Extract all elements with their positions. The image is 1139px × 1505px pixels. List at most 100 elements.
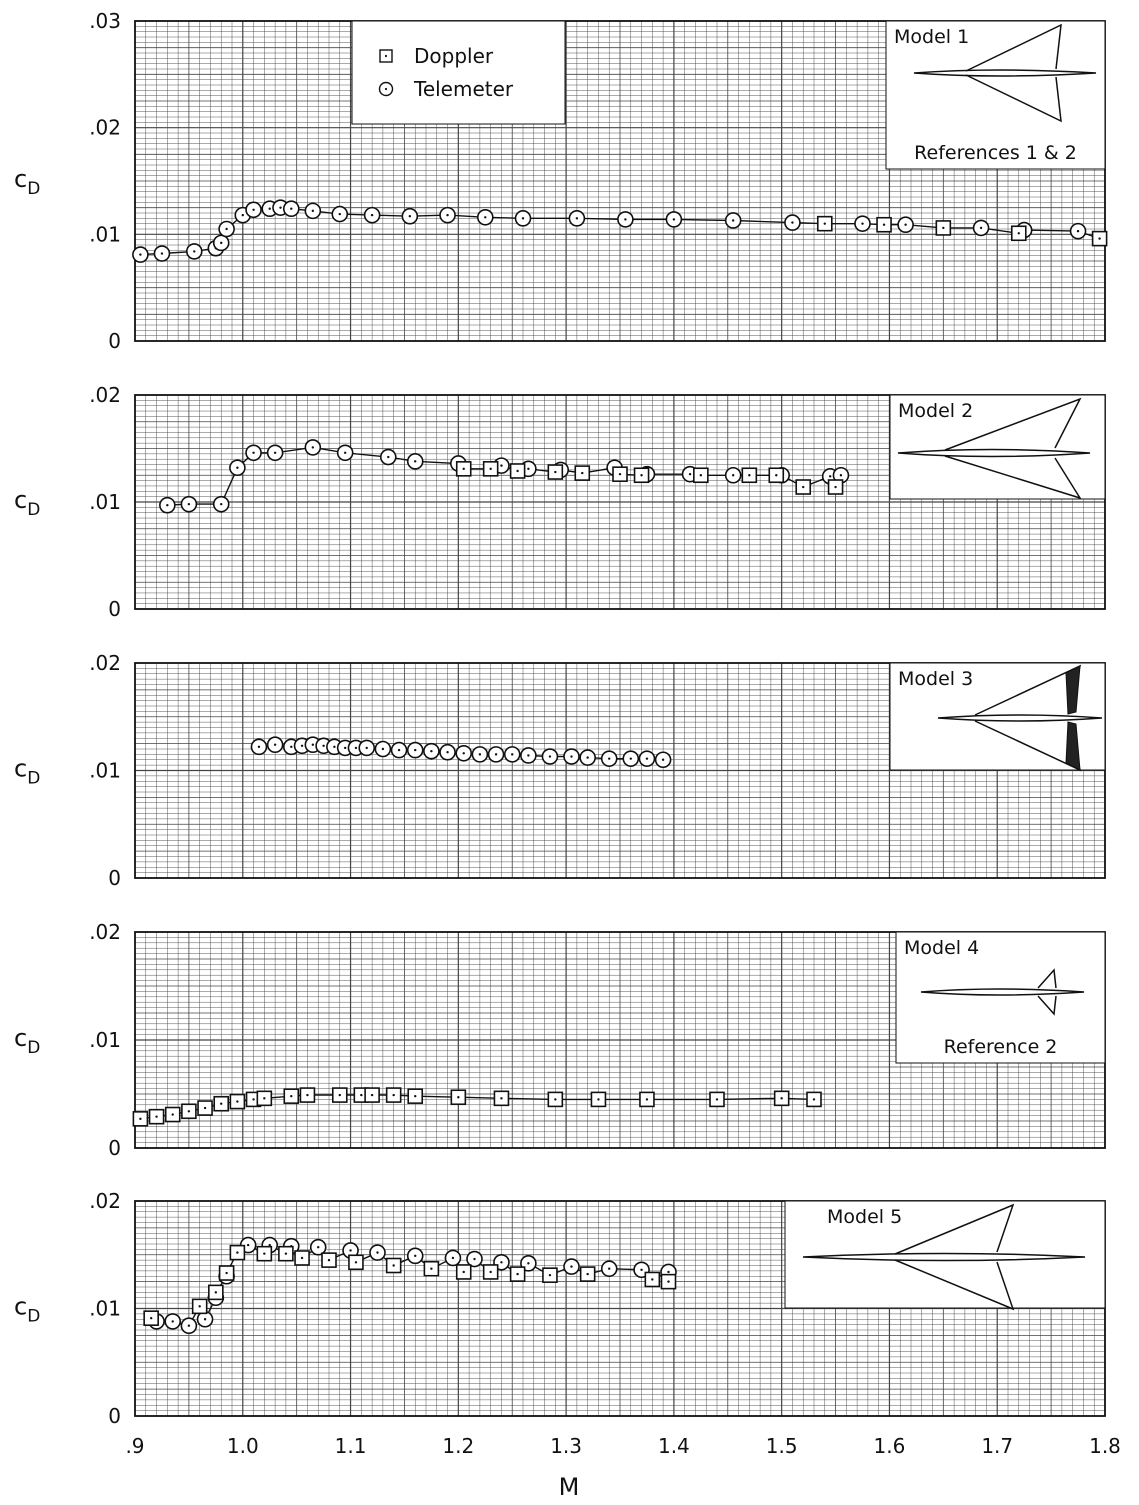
- data-point-circle-dot: [451, 1256, 455, 1260]
- y-tick-label: .01: [89, 1297, 121, 1321]
- y-axis-label: cD: [14, 165, 40, 199]
- data-point-square-dot: [823, 222, 826, 225]
- data-point-square-dot: [715, 1098, 719, 1101]
- x-tick-label: 1.1: [335, 1434, 367, 1458]
- data-point-circle-dot: [354, 746, 358, 750]
- data-point-circle-dot: [586, 756, 589, 759]
- x-tick-label: 1.5: [766, 1434, 798, 1458]
- data-point-circle-dot: [311, 446, 315, 449]
- data-point-square-dot: [554, 470, 557, 474]
- data-point-circle-dot: [731, 219, 735, 222]
- data-point-circle-dot: [343, 746, 347, 750]
- fin-lower-outline: [1037, 995, 1057, 1016]
- data-point-circle-dot: [731, 474, 735, 477]
- data-point-square-dot: [645, 1098, 649, 1101]
- data-point-square-dot: [149, 1316, 153, 1320]
- y-tick-label: .01: [89, 1028, 121, 1052]
- model-annotation: Model 2: [889, 394, 1106, 500]
- data-point-square-dot: [651, 1278, 654, 1281]
- fuselage-outline: [937, 714, 1103, 722]
- data-point-square-dot: [667, 1280, 670, 1283]
- data-point-circle-dot: [608, 757, 611, 760]
- data-point-circle-dot: [349, 1249, 352, 1252]
- data-point-circle-dot: [527, 467, 530, 471]
- data-point-square-dot: [327, 1258, 331, 1262]
- y-tick-label: 0: [108, 329, 121, 353]
- data-point-circle-dot: [279, 206, 282, 209]
- data-point-circle-dot: [430, 749, 433, 753]
- x-tick-label: 1.0: [227, 1434, 259, 1458]
- fuselage-outline: [897, 448, 1091, 458]
- model-title: Model 2: [898, 400, 973, 422]
- data-point-square-dot: [155, 1115, 158, 1118]
- data-point-circle-dot: [484, 216, 487, 219]
- data-point-square-dot: [586, 1272, 589, 1276]
- data-point-circle-dot: [343, 451, 347, 454]
- data-point-circle-dot: [527, 754, 530, 757]
- data-point-square-dot: [290, 1094, 293, 1098]
- data-point-square-dot: [198, 1305, 201, 1308]
- x-tick-label: 1.3: [550, 1434, 582, 1458]
- wing-upper-outline: [965, 23, 1062, 72]
- data-point-circle-dot: [645, 757, 649, 760]
- annotation-box: [895, 931, 1106, 1064]
- aircraft-planform-icon: [913, 23, 1097, 123]
- data-point-circle-dot: [193, 250, 196, 253]
- data-point-circle-dot: [473, 1257, 476, 1261]
- y-tick-label: .03: [89, 9, 121, 33]
- data-point-circle-dot: [500, 1261, 503, 1264]
- data-point-square-dot: [554, 1098, 557, 1101]
- data-point-square-dot: [812, 1098, 816, 1101]
- data-point-circle-dot: [365, 746, 368, 750]
- y-tick-label: .01: [89, 759, 121, 783]
- plot-frame: [134, 20, 1106, 342]
- data-point-circle-dot: [570, 755, 573, 758]
- aircraft-planform-icon: [897, 397, 1091, 500]
- y-axis-label: cD: [14, 755, 40, 789]
- data-point-circle-dot: [257, 745, 261, 749]
- annotation-box: [784, 1200, 1106, 1309]
- fuselage-outline: [920, 988, 1085, 996]
- data-point-square-dot: [392, 1264, 395, 1267]
- data-point-circle-dot: [317, 1246, 320, 1249]
- y-tick-label: .01: [89, 222, 121, 246]
- data-point-square-dot: [581, 471, 584, 475]
- data-point-square-dot: [392, 1093, 395, 1097]
- data-point-circle-dot: [478, 753, 482, 756]
- x-tick-label: 1.2: [442, 1434, 474, 1458]
- data-point-circle-dot: [688, 472, 692, 476]
- data-point-square-dot: [338, 1093, 341, 1097]
- x-tick-label: 1.4: [658, 1434, 690, 1458]
- series-telemeter: [132, 199, 1087, 263]
- data-point-circle-dot: [220, 502, 223, 506]
- x-axis-label: M: [559, 1473, 580, 1501]
- data-point-circle-dot: [160, 252, 164, 255]
- aircraft-planform-icon: [802, 1203, 1086, 1311]
- data-point-square-dot: [775, 474, 778, 477]
- data-point-circle-dot: [300, 744, 304, 747]
- x-tick-label: 1.7: [981, 1434, 1013, 1458]
- y-tick-label: 0: [108, 866, 121, 890]
- wing-lower-outline: [944, 455, 1082, 500]
- data-point-square-dot: [780, 1097, 783, 1100]
- data-point-circle-dot: [408, 215, 412, 218]
- data-point-circle-dot: [370, 213, 374, 217]
- y-tick-label: .01: [89, 490, 121, 514]
- shaded-upper-flap: [1065, 665, 1081, 715]
- data-point-square-dot: [834, 485, 837, 489]
- legend-label: Telemeter: [413, 77, 514, 101]
- data-point-square-dot: [516, 1272, 519, 1276]
- fin-upper-outline: [1037, 968, 1057, 989]
- wing-upper-outline: [894, 1203, 1015, 1255]
- data-point-circle-dot: [246, 1243, 250, 1247]
- data-point-square-dot: [354, 1261, 358, 1264]
- data-point-circle-dot: [414, 460, 417, 463]
- data-point-circle-dot: [548, 755, 552, 758]
- data-point-square-dot: [618, 472, 622, 476]
- annotation-box: [885, 20, 1106, 170]
- model-annotation: Model 3: [889, 662, 1106, 772]
- data-point-square-dot: [171, 1113, 174, 1116]
- data-point-circle-dot: [139, 253, 142, 256]
- data-point-circle-dot: [979, 226, 983, 230]
